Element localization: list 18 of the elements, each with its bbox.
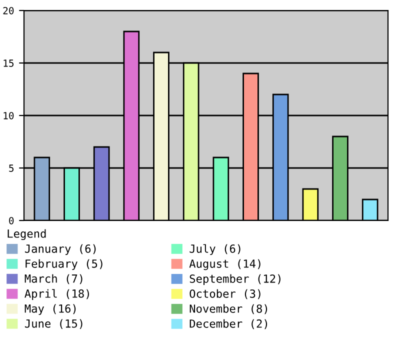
legend-label: March (7) (24, 274, 82, 284)
legend-label: August (14) (189, 259, 260, 270)
legend-label: July (6) (190, 244, 240, 256)
legend-label: September (12) (190, 274, 280, 286)
legend-label: April (18) (24, 289, 89, 300)
legend-title: Legend (8, 229, 46, 240)
legend-label: May (16) (24, 304, 76, 315)
legend-label: January (6) (24, 244, 96, 256)
legend-label: June (15) (24, 319, 82, 330)
legend-label: November (8) (190, 304, 268, 314)
y-tick-label: 20 (3, 7, 14, 14)
y-tick-label: 15 (4, 60, 14, 67)
y-tick-label: 0 (9, 217, 14, 224)
y-tick-label: 5 (9, 164, 14, 172)
legend-label: December (2) (190, 319, 268, 330)
legend-label: February (5) (26, 259, 102, 270)
y-tick-label: 10 (4, 112, 14, 120)
legend-label: October (3) (190, 289, 260, 300)
